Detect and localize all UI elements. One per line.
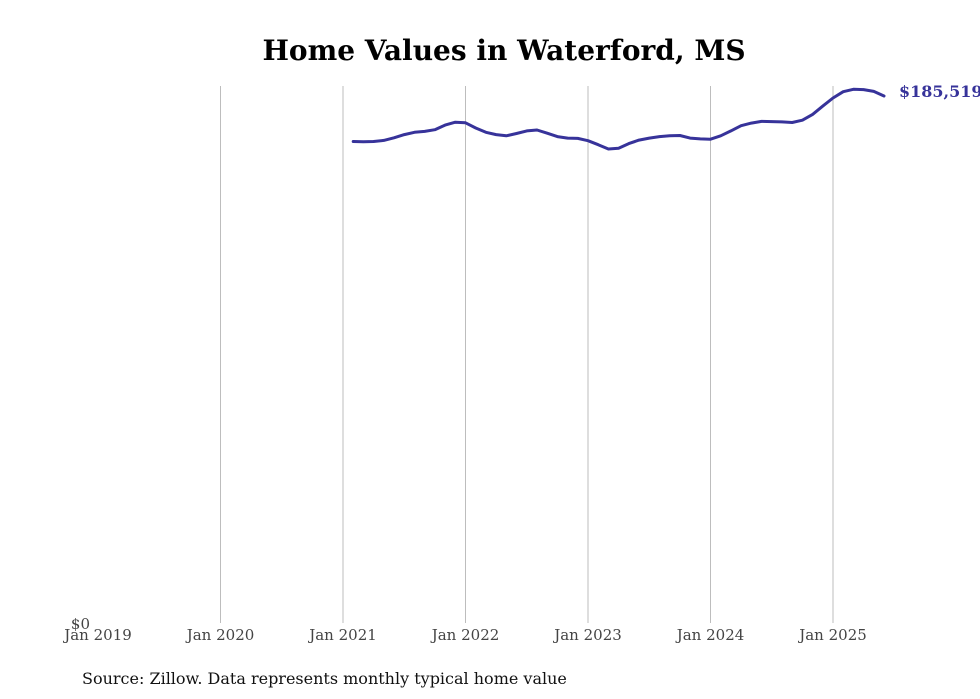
data-point	[586, 139, 590, 142]
data-point	[760, 120, 763, 123]
data-point	[729, 129, 733, 133]
x-tick-label: Jan 2022	[430, 626, 500, 644]
data-point	[505, 134, 508, 137]
data-point	[872, 90, 875, 93]
data-point	[678, 134, 682, 137]
data-point	[842, 90, 845, 93]
data-point	[791, 121, 794, 124]
data-point	[556, 135, 559, 138]
x-axis-ticks: Jan 2019 Jan 2020 Jan 2021 Jan 2022 Jan 2023…	[62, 626, 867, 644]
data-point	[423, 130, 426, 133]
data-point	[617, 147, 620, 150]
data-point	[464, 121, 467, 125]
data-point	[750, 121, 753, 125]
data-point	[821, 104, 824, 108]
data-point	[811, 113, 814, 116]
data-point	[668, 134, 671, 137]
data-point	[535, 128, 539, 132]
data-point	[597, 143, 600, 146]
data-point	[658, 135, 661, 138]
data-point	[688, 136, 692, 140]
data-point	[852, 88, 855, 91]
gridlines	[220, 86, 834, 623]
x-tick-label: Jan 2019	[62, 626, 132, 644]
data-point	[882, 94, 886, 98]
data-point	[392, 136, 396, 139]
data-point	[515, 132, 518, 135]
data-point	[413, 131, 416, 134]
data-point	[525, 129, 528, 133]
data-point	[433, 128, 437, 131]
data-point	[709, 138, 712, 141]
data-point	[637, 138, 641, 142]
data-point	[831, 96, 835, 100]
y-tick-label: $0	[71, 615, 90, 633]
data-point	[739, 124, 743, 127]
data-point	[362, 140, 365, 143]
data-point	[801, 119, 804, 122]
data-point	[443, 123, 447, 127]
data-point	[699, 137, 702, 141]
data-point	[382, 139, 385, 142]
data-point	[862, 88, 865, 91]
data-point	[352, 140, 355, 143]
data-point	[372, 140, 375, 143]
x-tick-label: Jan 2023	[552, 626, 622, 644]
x-tick-label: Jan 2024	[675, 626, 745, 644]
data-point	[546, 132, 549, 135]
data-point	[607, 147, 610, 151]
data-point	[566, 136, 569, 140]
source-note: Source: Zillow. Data represents monthly …	[82, 669, 567, 688]
data-point	[494, 133, 498, 136]
data-point	[780, 120, 784, 124]
series-layer	[351, 87, 886, 151]
end-value-label: $185,519	[899, 82, 980, 101]
series-line	[351, 87, 886, 151]
chart-title: Home Values in Waterford, MS	[262, 34, 745, 67]
data-point	[454, 121, 457, 124]
data-point	[576, 137, 579, 140]
data-point	[627, 142, 630, 145]
data-point	[770, 120, 773, 123]
data-point	[474, 126, 477, 130]
data-point	[719, 134, 722, 137]
x-tick-label: Jan 2021	[307, 626, 377, 644]
data-point	[403, 133, 406, 136]
data-point	[484, 131, 488, 134]
data-point	[648, 136, 651, 140]
x-tick-label: Jan 2025	[797, 626, 867, 644]
x-tick-label: Jan 2020	[185, 626, 255, 644]
